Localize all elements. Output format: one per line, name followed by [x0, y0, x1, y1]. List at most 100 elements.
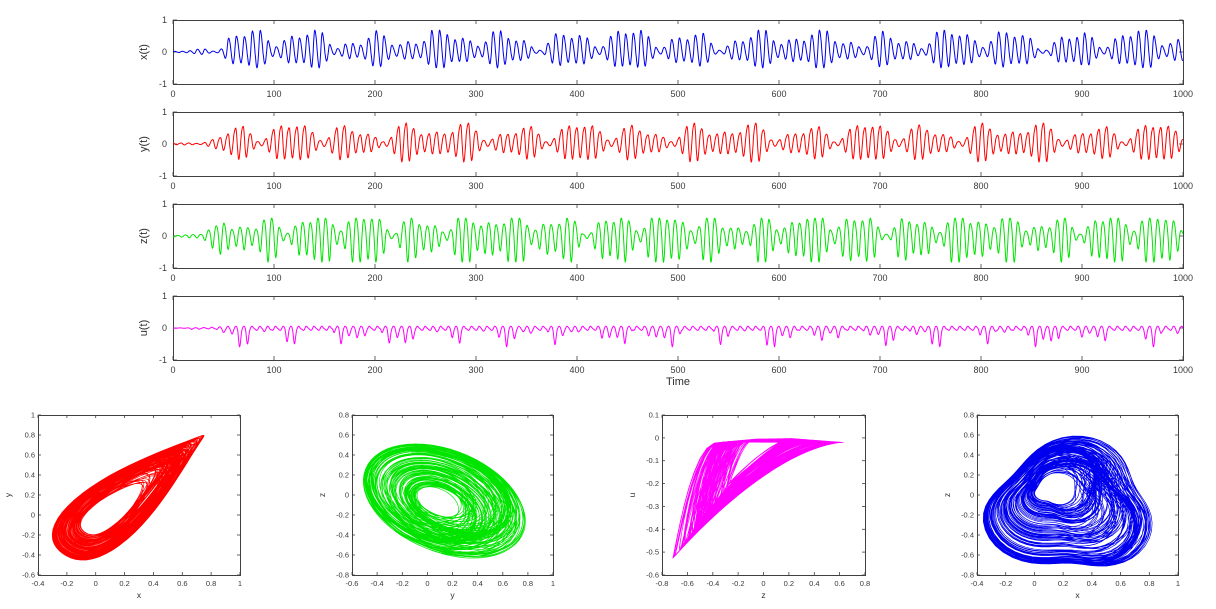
- x-tick-label: 600: [771, 273, 786, 283]
- chart-phase-xy: -0.4 -0.2 0 0.2 0.4 0.6 0.8 1-0.6-0.4-0.200.20.…: [3, 411, 242, 601]
- x-tick-label: 800: [973, 181, 988, 191]
- y-axis-label: u: [627, 492, 637, 497]
- x-axis-label: x: [137, 590, 142, 600]
- chart-phase-yz: -0.6 -0.4 -0.2 0 0.2 0.4 0.6 0.8 1-0.8-0.6-0.4-0…: [317, 411, 555, 601]
- y-tick-label: -0.4: [961, 531, 974, 540]
- x-tick-label: 0: [761, 579, 765, 588]
- x-tick-label: 0.4: [472, 579, 482, 588]
- x-tick-label: 900: [1074, 273, 1089, 283]
- x-tick-label: 700: [872, 181, 887, 191]
- y-axis-label: u(t): [138, 320, 150, 337]
- y-tick-label: 0: [162, 139, 167, 149]
- y-tick-label: -0.3: [646, 502, 659, 511]
- y-axis-label: x(t): [138, 44, 150, 60]
- x-tick-label: 500: [670, 89, 685, 99]
- y-tick-label: -0.2: [22, 531, 35, 540]
- x-tick-label: 400: [569, 181, 584, 191]
- x-tick-label: 1: [238, 579, 242, 588]
- phase-yz-curve: [362, 443, 526, 559]
- x-tick-label: 1000: [1173, 181, 1193, 191]
- x-tick-label: 600: [771, 181, 786, 191]
- x-tick-label: 0.6: [498, 579, 508, 588]
- y-tick-label: 0: [31, 511, 35, 520]
- x-tick-label: 0.8: [206, 579, 216, 588]
- x-tick-label: 700: [872, 273, 887, 283]
- axes-box: [977, 415, 1179, 576]
- x-tick-label: 500: [670, 365, 685, 375]
- x-axis-label: z: [761, 590, 765, 600]
- x-axis-label: y: [450, 590, 455, 600]
- phase-zu-curve: [672, 438, 844, 559]
- x-axis-label: Time: [666, 376, 690, 388]
- x-tick-label: 400: [569, 273, 584, 283]
- x-tick-label: 0: [1032, 579, 1036, 588]
- y-tick-label: 0.2: [339, 471, 349, 480]
- x-tick-label: 300: [468, 89, 483, 99]
- chart-phase-xz: -0.4 -0.2 0 0.2 0.4 0.6 0.8 1 -0.8 -0.6 -0.4 -0.2 0 0…: [942, 411, 1180, 601]
- x-tick-label: 0.2: [119, 579, 129, 588]
- x-tick-label: 0.6: [177, 579, 187, 588]
- y-tick-label: -1: [159, 79, 167, 89]
- y-tick-label: 1: [162, 15, 167, 25]
- ts-u-curve: [173, 325, 1183, 348]
- x-tick-label: 600: [771, 365, 786, 375]
- y-axis-label: y: [3, 492, 13, 497]
- y-tick-label: -0.4: [336, 531, 349, 540]
- x-tick-label: -0.8: [656, 579, 669, 588]
- x-tick-label: 400: [569, 89, 584, 99]
- y-tick-label: 0: [970, 491, 974, 500]
- axes-box: [662, 415, 866, 576]
- y-tick-label: 0.4: [339, 451, 349, 460]
- x-tick-label: 100: [266, 365, 281, 375]
- x-tick-label: 0.4: [809, 579, 819, 588]
- x-tick-label: 0.6: [834, 579, 844, 588]
- axes-box: [352, 415, 554, 576]
- x-tick-label: -0.2: [732, 579, 745, 588]
- x-tick-label: 200: [367, 181, 382, 191]
- y-tick-label: 0: [345, 491, 349, 500]
- x-tick-label: 0: [170, 365, 175, 375]
- x-tick-label: 300: [468, 181, 483, 191]
- x-tick-label: 0.2: [447, 579, 457, 588]
- y-tick-label: -0.6: [336, 551, 349, 560]
- x-tick-label: 0: [425, 579, 429, 588]
- x-tick-label: 0.2: [784, 579, 794, 588]
- y-tick-label: -0.2: [336, 511, 349, 520]
- x-axis-label: x: [1075, 590, 1080, 600]
- x-tick-label: 0.8: [1144, 579, 1154, 588]
- x-tick-label: 0.8: [860, 579, 870, 588]
- chart-phase-zu: -0.8 -0.6 -0.4 -0.2 0 0.2 0.4 0.6 0.8-0.6-0.5-0.…: [627, 411, 870, 601]
- y-tick-label: 0.6: [964, 431, 974, 440]
- y-tick-label: 0.4: [25, 471, 35, 480]
- x-tick-label: -0.2: [396, 579, 409, 588]
- x-tick-label: 1000: [1173, 365, 1193, 375]
- ts-z-curve: [173, 217, 1183, 263]
- x-tick-label: 0.8: [523, 579, 533, 588]
- x-tick-label: 800: [973, 273, 988, 283]
- phase-xy-curve: [51, 434, 205, 561]
- x-tick-label: 0.4: [1087, 579, 1097, 588]
- x-tick-label: -0.4: [971, 579, 984, 588]
- x-tick-label: 700: [872, 89, 887, 99]
- x-tick-label: 800: [973, 89, 988, 99]
- y-tick-label: 0: [655, 433, 659, 442]
- x-tick-label: 100: [266, 89, 281, 99]
- y-tick-label: 0.6: [25, 451, 35, 460]
- axes-box: [38, 415, 241, 576]
- x-tick-label: 100: [266, 181, 281, 191]
- y-tick-label: -0.2: [646, 479, 659, 488]
- y-axis-label: y(t): [138, 136, 150, 152]
- x-tick-label: 900: [1074, 89, 1089, 99]
- x-tick-label: 300: [468, 365, 483, 375]
- y-tick-label: 0.1: [649, 411, 659, 420]
- y-tick-label: 0.8: [25, 431, 35, 440]
- y-tick-label: -0.4: [646, 525, 659, 534]
- y-tick-label: -0.4: [22, 551, 35, 560]
- y-axis-label: z: [317, 493, 327, 497]
- y-tick-label: -0.6: [22, 571, 35, 580]
- y-tick-label: -0.5: [646, 548, 659, 557]
